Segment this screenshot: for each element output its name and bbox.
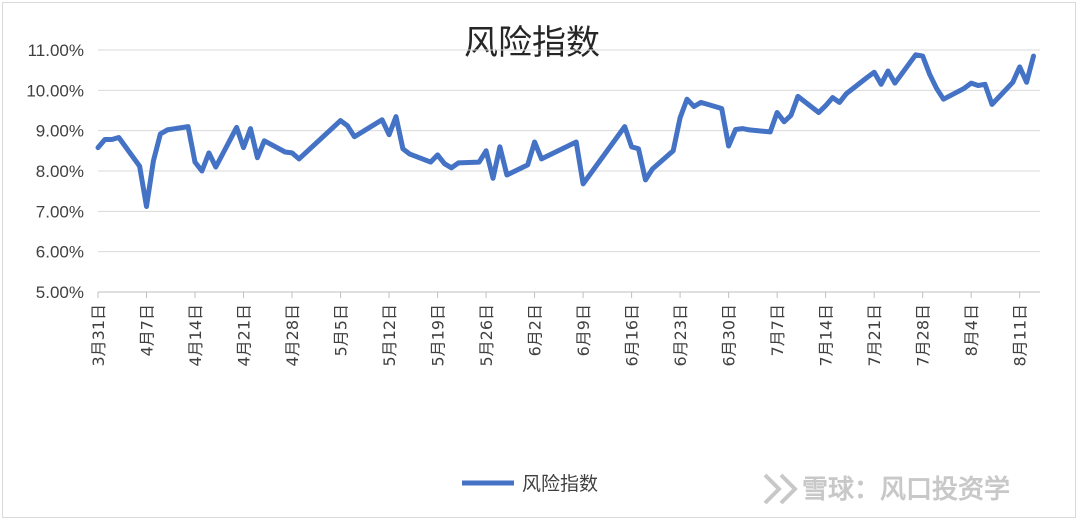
x-tick-label: 4月7日 (138, 304, 157, 356)
snowball-logo-icon (763, 473, 798, 505)
y-axis-ticks: 5.00% 6.00% 7.00% 8.00% 9.00% 10.00% 11.00% (26, 41, 84, 302)
x-tick-label: 6月23日 (671, 304, 690, 367)
x-tick-label: 5月19日 (429, 304, 448, 367)
x-tick-label: 3月31日 (89, 304, 108, 367)
y-tick-label: 10.00% (26, 81, 84, 100)
y-tick-label: 7.00% (36, 202, 84, 221)
x-tick-label: 7月7日 (768, 304, 787, 356)
x-tick-label: 5月26日 (477, 304, 496, 367)
x-tick-label: 4月14日 (186, 304, 205, 367)
x-tick-label: 7月14日 (817, 304, 836, 367)
y-tick-label: 6.00% (36, 243, 84, 262)
x-axis-ticks: 3月31日 4月7日 4月14日 4月21日 4月28日 5月5日 5月12日 5月19日 5月… (89, 292, 1030, 367)
x-tick-label: 4月21日 (235, 304, 254, 367)
x-tick-label: 5月12日 (380, 304, 399, 367)
x-tick-label: 8月4日 (962, 304, 981, 356)
series-line (95, 52, 1036, 209)
legend-label: 风险指数 (522, 473, 598, 495)
x-tick-label: 7月21日 (865, 304, 884, 367)
x-tick-label: 7月28日 (914, 304, 933, 367)
y-tick-label: 9.00% (36, 122, 84, 141)
watermark-text: 雪球：风口投资学 (802, 474, 1010, 505)
chart-title: 风险指数 (464, 23, 600, 63)
x-tick-label: 5月5日 (332, 304, 351, 356)
x-tick-label: 6月16日 (623, 304, 642, 367)
x-tick-label: 6月2日 (526, 304, 545, 356)
grid-lines (98, 49, 1040, 253)
y-tick-label: 8.00% (36, 162, 84, 181)
y-tick-label: 11.00% (28, 41, 84, 60)
x-tick-label: 4月28日 (283, 304, 302, 367)
x-tick-label: 6月9日 (574, 304, 593, 356)
y-tick-label: 5.00% (36, 283, 84, 302)
x-tick-label: 8月11日 (1011, 304, 1030, 367)
legend: 风险指数 (462, 473, 598, 495)
x-tick-label: 6月30日 (720, 304, 739, 367)
watermark: 雪球：风口投资学 (763, 473, 1010, 505)
